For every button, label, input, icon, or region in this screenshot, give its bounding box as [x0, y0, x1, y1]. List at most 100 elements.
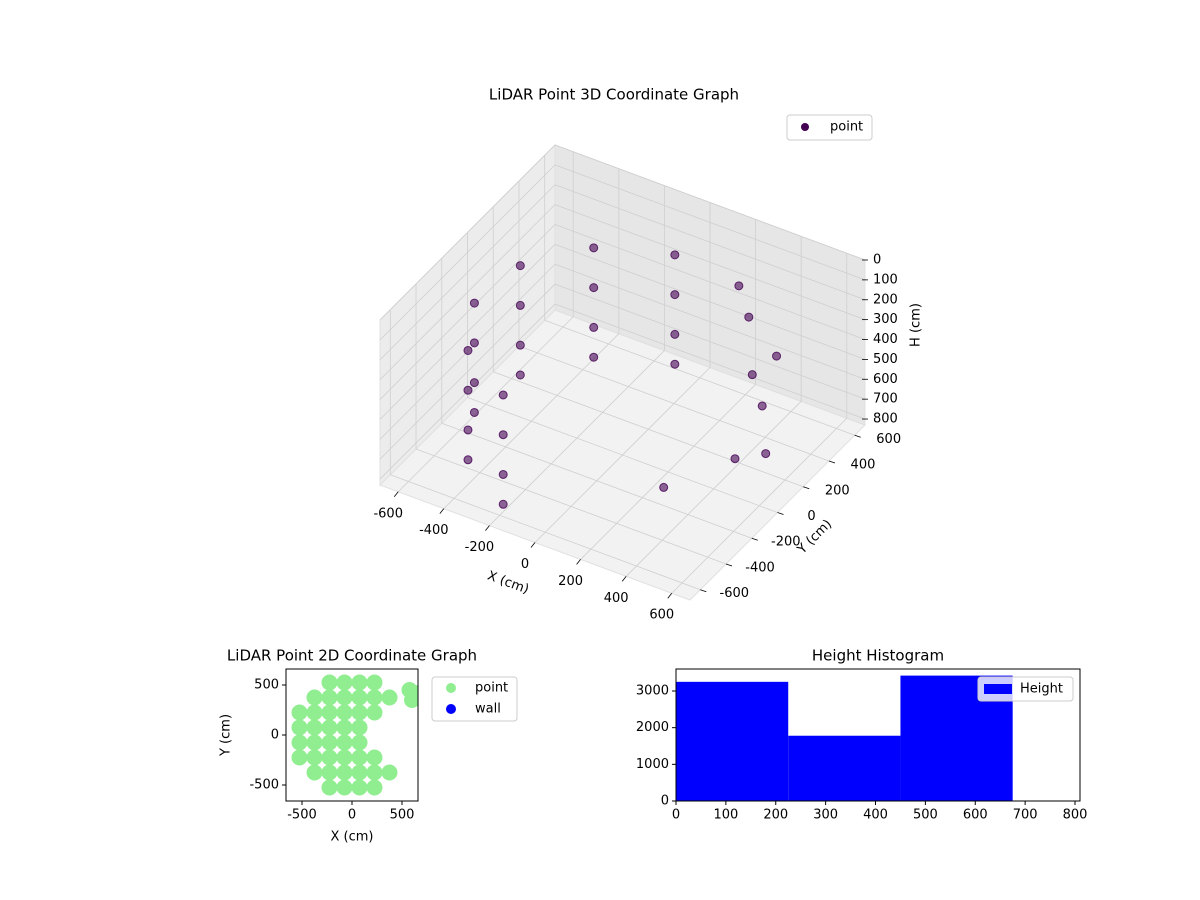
point: [321, 764, 338, 781]
point: [469, 338, 479, 348]
y-axis-label: Y (cm): [219, 714, 234, 757]
point: [321, 719, 338, 736]
grid-line: [554, 224, 866, 340]
tick-mark: [667, 592, 673, 599]
z-tick-label: 400: [873, 332, 898, 347]
grid-line: [554, 184, 866, 301]
point: [321, 674, 338, 691]
tick-mark: [828, 460, 836, 464]
chart-title: Height Histogram: [812, 647, 944, 665]
tick-mark: [485, 525, 490, 531]
x-tick-label: -600: [373, 506, 403, 521]
z-tick-label: 600: [873, 372, 898, 387]
legend-marker: [446, 704, 456, 714]
x-tick-label: 400: [604, 591, 629, 606]
y-tick-label: -600: [720, 586, 750, 601]
y-tick-label: 1000: [636, 757, 669, 772]
point: [498, 430, 508, 440]
point: [366, 704, 383, 721]
point: [757, 401, 767, 411]
tick-mark: [530, 542, 536, 548]
point: [515, 261, 525, 271]
x-tick-label: 500: [913, 808, 938, 823]
grid-line: [467, 397, 778, 513]
legend-marker: [984, 684, 1012, 694]
point: [659, 482, 669, 492]
grid-line: [554, 164, 866, 281]
y-tick-label: 500: [254, 678, 279, 693]
grid-line: [554, 244, 866, 360]
point: [469, 378, 479, 388]
point: [336, 704, 353, 721]
point: [336, 719, 353, 736]
grid-line: [544, 319, 855, 436]
point: [463, 455, 473, 465]
bar: [788, 735, 901, 801]
point: [291, 704, 308, 721]
grid-line: [554, 283, 866, 400]
grid-line: [379, 283, 556, 460]
point: [336, 779, 353, 796]
z-tick-label: 300: [873, 312, 898, 327]
x-tick-label: 200: [763, 808, 788, 823]
x-tick-label: -400: [419, 523, 449, 538]
point: [589, 322, 599, 332]
tick-mark: [725, 563, 733, 567]
tick-mark: [803, 486, 810, 490]
grid-line: [379, 164, 556, 341]
point: [336, 674, 353, 691]
tick-mark: [621, 576, 627, 582]
x-tick-label: 0: [521, 557, 529, 572]
point: [321, 779, 338, 796]
point: [306, 749, 323, 766]
y-tick-label: 600: [876, 432, 901, 447]
grid-line: [441, 422, 752, 539]
bar: [676, 681, 789, 801]
point: [291, 719, 308, 736]
x-tick-label: 0: [672, 808, 680, 823]
grid-line: [379, 184, 556, 361]
y-tick-label: -400: [745, 560, 775, 575]
z-tick-label: 500: [873, 352, 898, 367]
point: [498, 469, 508, 479]
tick-mark: [700, 589, 707, 593]
point: [381, 764, 398, 781]
z-axis-label: H (cm): [909, 303, 924, 347]
point: [744, 312, 754, 322]
point: [351, 764, 368, 781]
legend-label: Height: [1020, 682, 1063, 697]
point: [670, 290, 680, 300]
z-tick-label: 200: [873, 292, 898, 307]
grid-line: [554, 144, 866, 261]
x-tick-label: 800: [1063, 808, 1088, 823]
y-tick-label: 3000: [636, 684, 669, 699]
point: [515, 340, 525, 350]
point: [463, 425, 473, 435]
legend: point wall: [431, 676, 518, 722]
y-tick-label: 0: [661, 794, 669, 809]
grid-line: [379, 224, 556, 400]
point: [366, 749, 383, 766]
point: [306, 764, 323, 781]
point: [381, 689, 398, 706]
chart-title: LiDAR Point 3D Coordinate Graph: [489, 86, 739, 104]
legend-marker: [446, 683, 456, 693]
x-tick-label: 300: [813, 808, 838, 823]
point: [498, 390, 508, 400]
point: [772, 351, 782, 361]
point: [498, 499, 508, 509]
legend-label: point: [475, 681, 508, 696]
point: [589, 283, 599, 293]
point: [306, 734, 323, 751]
point: [670, 359, 680, 369]
tick-mark: [439, 508, 445, 514]
point: [351, 689, 368, 706]
point: [321, 704, 338, 721]
axes-frame: [675, 668, 1081, 802]
tick-mark: [777, 512, 784, 515]
tick-mark: [751, 537, 758, 541]
point: [469, 298, 479, 308]
legend: point: [786, 114, 873, 141]
